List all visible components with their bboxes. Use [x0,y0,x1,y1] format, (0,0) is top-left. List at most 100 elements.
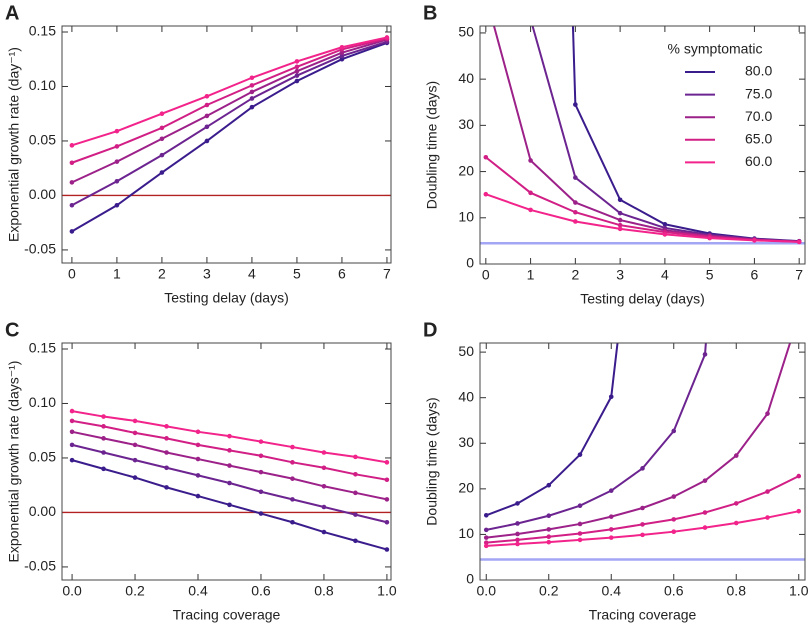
point [573,175,578,180]
point [528,158,533,163]
point [640,522,645,527]
plot-area [480,126,805,561]
point [546,539,552,545]
point [258,489,264,495]
x-tick-label: 2 [571,267,579,283]
point [546,482,552,488]
point [204,93,210,99]
point [294,64,300,70]
y-tick-label: 0.00 [29,503,56,519]
point [321,504,327,510]
y-tick-label: -0.05 [24,558,56,574]
frame [479,25,806,265]
point [546,513,552,519]
panel-label: A [5,2,19,24]
point [294,59,300,64]
point [249,83,255,88]
point [69,202,75,208]
point [577,537,583,543]
point [204,113,210,119]
point [69,229,75,234]
point [384,460,390,465]
point [164,465,169,471]
point [321,450,327,455]
point [353,454,358,460]
point [353,472,358,477]
point [195,473,201,478]
y-axis-label: Doubling time (days) [424,397,440,525]
point [258,511,264,516]
x-tick-label: 0.8 [314,583,334,599]
point [528,17,533,22]
point [353,512,358,517]
x-tick-label: 6 [751,267,759,283]
point [321,483,327,489]
point [353,538,358,544]
legend-title: % symptomatic [668,41,763,57]
x-tick-label: 0.4 [188,583,208,599]
x-tick-label: 0.6 [251,583,271,599]
point [258,439,264,444]
y-tick-label: 0.10 [29,77,56,93]
point [515,541,520,547]
point [114,178,120,184]
point [515,531,520,537]
point [339,44,345,50]
point [290,460,295,465]
point [733,501,739,506]
point [671,517,677,522]
point [204,102,210,108]
point [69,418,75,424]
point [339,50,345,55]
point [384,519,390,525]
point [159,170,165,175]
point [384,35,390,40]
x-tick-label: 0.4 [602,583,622,599]
series-line [71,37,388,164]
legend-label: 80.0 [745,63,772,79]
x-tick-label: 0.0 [62,583,82,599]
y-tick-label: 0.15 [29,340,56,356]
point [733,453,739,458]
point [483,154,489,160]
point [249,89,255,95]
frame [479,342,806,581]
series-line [71,38,388,184]
point [796,239,802,245]
x-axis-label: Tracing coverage [173,607,281,623]
point [132,430,138,436]
point [640,126,645,131]
point [617,222,623,228]
point [577,531,583,536]
point [227,502,232,508]
point [608,514,614,519]
legend-label: 65.0 [745,131,772,147]
point [227,480,232,486]
point [515,537,520,543]
series-line [485,156,800,243]
x-tick-label: 2 [158,266,166,282]
y-tick-label: 10 [458,208,474,224]
point [258,469,264,475]
point [702,478,708,483]
x-tick-label: 1.0 [377,583,397,599]
y-tick-label: 40 [458,70,474,86]
point [159,125,165,131]
point [483,535,489,540]
y-tick-label: 0.00 [29,186,56,202]
y-tick-label: 30 [458,116,474,132]
x-tick-label: 0.2 [539,583,559,599]
point [796,473,802,479]
y-tick-label: -0.05 [24,241,56,257]
point [339,56,345,62]
y-tick-label: 0.05 [29,449,56,465]
series-line [486,343,707,531]
point [258,453,264,459]
point [796,508,802,514]
point [577,521,583,527]
panel: A Testing delay (days) Exponential growth … [5,2,392,306]
x-tick-label: 0.8 [727,583,747,599]
x-tick-label: 5 [293,266,301,282]
point [69,143,75,148]
x-tick-label: 7 [383,266,391,282]
